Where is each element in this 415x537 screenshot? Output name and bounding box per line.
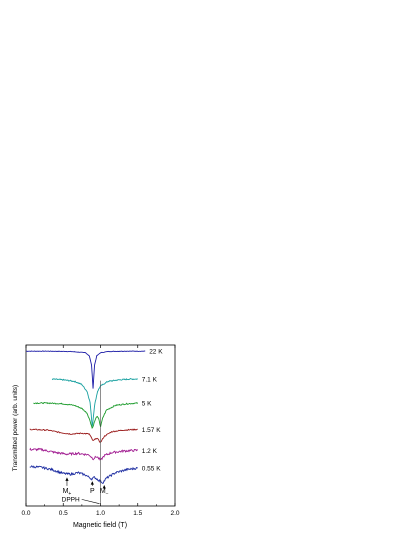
series-label: 1.2 K: [142, 448, 158, 455]
x-tick-label: 0.0: [21, 510, 30, 517]
annotation-label: M+: [63, 488, 72, 497]
series-label: 5 K: [142, 401, 152, 408]
series-line: [33, 401, 139, 430]
series-line: [25, 350, 146, 389]
annotation-arrowhead: [102, 485, 106, 489]
annotation-label: DPPH: [62, 496, 80, 503]
plot-area: 0.0 0.5 1.0 1.5 2.0 22 K 7.1 K 5 K 1.57 K 1.2 K 0.…: [21, 344, 180, 517]
annotation-label: M−: [100, 488, 109, 497]
series-line: [29, 428, 138, 443]
series-label: 0.55 K: [142, 466, 161, 473]
x-tick-label: 0.5: [59, 510, 68, 517]
series-label: 1.57 K: [142, 427, 161, 434]
series-label: 22 K: [149, 349, 163, 356]
y-axis-label: Transmitted power (arb. units): [12, 385, 19, 471]
x-tick-label: 1.5: [133, 510, 142, 517]
x-tick-label: 2.0: [170, 510, 179, 517]
annotation-arrowhead: [90, 481, 94, 485]
annotation-label: P: [90, 488, 95, 495]
x-tick-label: 1.0: [96, 510, 105, 517]
series-line: [29, 447, 139, 461]
series-label: 7.1 K: [142, 377, 158, 384]
x-axis-label: Magnetic field (T): [73, 522, 127, 529]
series-line: [51, 378, 138, 427]
annotation-arrowhead: [65, 477, 69, 481]
series-line: [29, 465, 138, 484]
annotation-arrow: [81, 499, 100, 504]
